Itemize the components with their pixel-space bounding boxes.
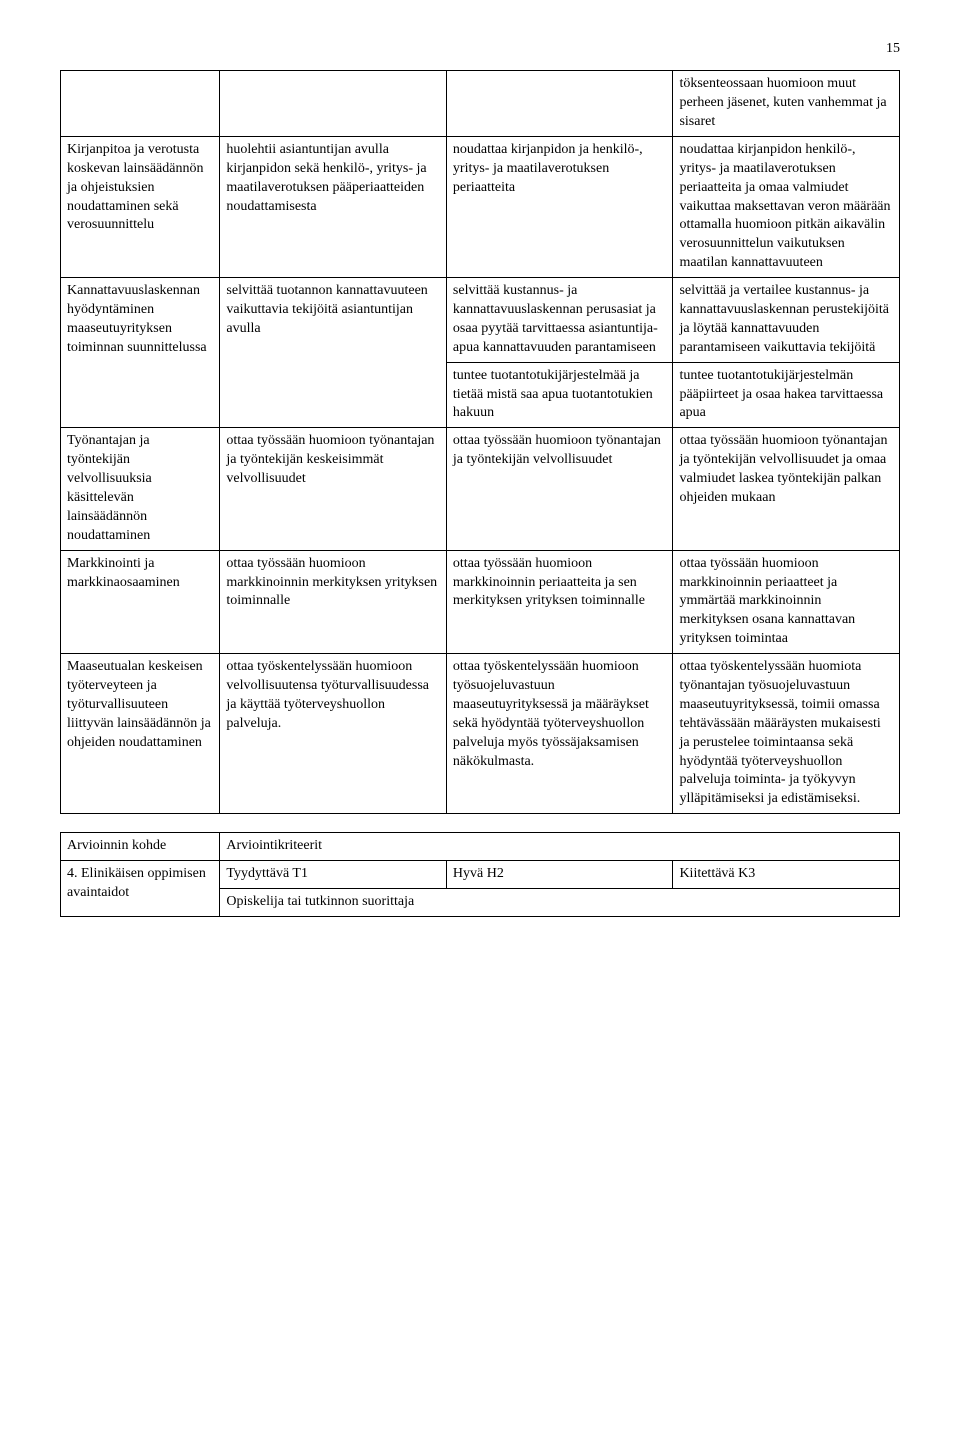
table-cell: töksenteossaan huomioon muut perheen jäs…: [673, 71, 900, 137]
criteria-header-right: Arviointikriteerit: [220, 833, 900, 861]
criteria-row-label: 4. Elinikäisen oppimisen avaintaidot: [61, 861, 220, 917]
table-cell: ottaa työssään huomioon työnantajan ja t…: [446, 428, 673, 550]
table-cell: tuntee tuotantotukijärjestelmää ja tietä…: [446, 362, 673, 428]
criteria-h2: Hyvä H2: [446, 861, 673, 889]
main-table: töksenteossaan huomioon muut perheen jäs…: [60, 70, 900, 814]
table-cell: selvittää ja vertailee kustannus- ja kan…: [673, 278, 900, 363]
table-cell: Markkinointi ja markkinaosaaminen: [61, 550, 220, 653]
table-cell: huolehtii asiantuntijan avulla kirjanpid…: [220, 136, 447, 277]
table-cell: ottaa työskentelyssään huomiota työnanta…: [673, 654, 900, 814]
criteria-subheader: Opiskelija tai tutkinnon suorittaja: [220, 889, 900, 917]
table-cell: tuntee tuotantotukijärjestelmän pääpiirt…: [673, 362, 900, 428]
table-cell: ottaa työssään huomioon markkinoinnin pe…: [673, 550, 900, 653]
table-cell: ottaa työskentelyssään huomioon velvolli…: [220, 654, 447, 814]
criteria-t1: Tyydyttävä T1: [220, 861, 447, 889]
table-cell: noudattaa kirjanpidon henkilö-, yritys- …: [673, 136, 900, 277]
criteria-header-left: Arvioinnin kohde: [61, 833, 220, 861]
table-cell: noudattaa kirjanpidon ja henkilö-, yrity…: [446, 136, 673, 277]
table-cell: ottaa työssään huomioon työnantajan ja t…: [673, 428, 900, 550]
table-cell: ottaa työssään huomioon markkinoinnin me…: [220, 550, 447, 653]
table-cell: Kannattavuuslaskennan hyödyntäminen maas…: [61, 278, 220, 428]
table-cell: ottaa työssään huomioon markkinoinnin pe…: [446, 550, 673, 653]
table-cell: [220, 71, 447, 137]
table-cell: selvittää kustannus- ja kannattavuuslask…: [446, 278, 673, 363]
table-cell: [61, 71, 220, 137]
table-cell: selvittää tuotannon kannattavuuteen vaik…: [220, 278, 447, 428]
table-cell: ottaa työskentelyssään huomioon työsuoje…: [446, 654, 673, 814]
table-cell: Maaseutualan keskeisen työterveyteen ja …: [61, 654, 220, 814]
criteria-table: Arvioinnin kohde Arviointikriteerit 4. E…: [60, 832, 900, 917]
criteria-k3: Kiitettävä K3: [673, 861, 900, 889]
table-cell: ottaa työssään huomioon työnantajan ja t…: [220, 428, 447, 550]
table-cell: Työnantajan ja työntekijän velvollisuuks…: [61, 428, 220, 550]
page-number: 15: [60, 40, 900, 58]
table-cell: Kirjanpitoa ja verotusta koskevan lainsä…: [61, 136, 220, 277]
table-cell: [446, 71, 673, 137]
